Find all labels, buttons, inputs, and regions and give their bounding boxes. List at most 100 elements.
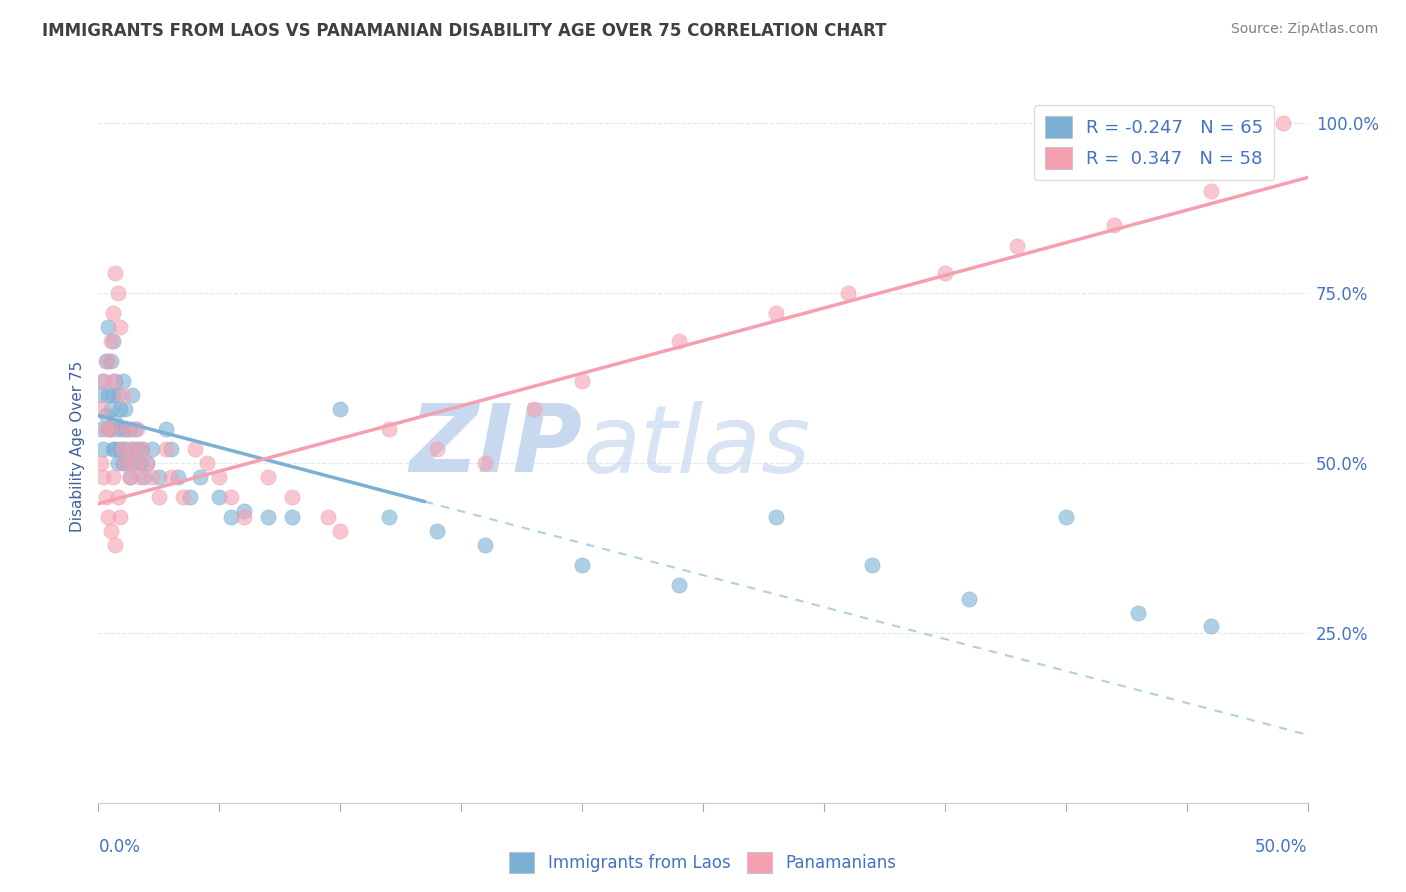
Point	[148, 469, 170, 483]
Point	[91, 442, 114, 457]
Point	[1054, 510, 1077, 524]
Point	[141, 469, 163, 483]
Point	[114, 456, 136, 470]
Point	[765, 510, 787, 524]
Point	[91, 375, 114, 389]
Legend: Immigrants from Laos, Panamanians: Immigrants from Laos, Panamanians	[503, 846, 903, 880]
Point	[208, 490, 231, 504]
Point	[108, 401, 131, 416]
Point	[128, 469, 150, 483]
Y-axis label: Disability Age Over 75: Disability Age Over 75	[69, 360, 84, 532]
Text: Source: ZipAtlas.com: Source: ZipAtlas.com	[1230, 22, 1378, 37]
Point	[100, 334, 122, 348]
Point	[97, 388, 120, 402]
Point	[101, 334, 124, 348]
Point	[104, 415, 127, 429]
Point	[94, 409, 117, 423]
Point	[101, 388, 124, 402]
Point	[121, 442, 143, 457]
Point	[107, 422, 129, 436]
Point	[134, 469, 156, 483]
Point	[107, 456, 129, 470]
Point	[377, 422, 399, 436]
Point	[127, 422, 149, 436]
Point	[101, 375, 124, 389]
Point	[474, 456, 496, 470]
Legend: R = -0.247   N = 65, R =  0.347   N = 58: R = -0.247 N = 65, R = 0.347 N = 58	[1033, 105, 1274, 180]
Point	[107, 286, 129, 301]
Point	[141, 442, 163, 457]
Point	[1199, 619, 1222, 633]
Text: 0.0%: 0.0%	[98, 838, 141, 856]
Point	[957, 591, 980, 606]
Point	[208, 469, 231, 483]
Point	[124, 456, 146, 470]
Text: IMMIGRANTS FROM LAOS VS PANAMANIAN DISABILITY AGE OVER 75 CORRELATION CHART: IMMIGRANTS FROM LAOS VS PANAMANIAN DISAB…	[42, 22, 887, 40]
Point	[107, 490, 129, 504]
Point	[523, 401, 546, 416]
Point	[111, 456, 134, 470]
Point	[101, 442, 124, 457]
Point	[111, 388, 134, 402]
Point	[316, 510, 339, 524]
Point	[100, 401, 122, 416]
Point	[90, 388, 112, 402]
Point	[100, 354, 122, 368]
Point	[118, 422, 141, 436]
Point	[668, 334, 690, 348]
Point	[135, 456, 157, 470]
Point	[90, 456, 112, 470]
Point	[124, 456, 146, 470]
Point	[232, 510, 254, 524]
Point	[94, 490, 117, 504]
Point	[104, 266, 127, 280]
Point	[131, 442, 153, 457]
Point	[114, 442, 136, 457]
Point	[108, 510, 131, 524]
Point	[104, 442, 127, 457]
Point	[100, 524, 122, 538]
Point	[114, 401, 136, 416]
Point	[860, 558, 883, 572]
Point	[474, 537, 496, 551]
Point	[135, 456, 157, 470]
Point	[221, 490, 243, 504]
Point	[108, 442, 131, 457]
Point	[111, 422, 134, 436]
Point	[329, 524, 352, 538]
Point	[281, 490, 304, 504]
Text: 50.0%: 50.0%	[1256, 838, 1308, 856]
Point	[118, 469, 141, 483]
Point	[101, 306, 124, 320]
Point	[571, 375, 593, 389]
Point	[1199, 184, 1222, 198]
Point	[172, 490, 194, 504]
Point	[117, 456, 139, 470]
Point	[184, 442, 207, 457]
Point	[1128, 606, 1150, 620]
Point	[117, 422, 139, 436]
Point	[571, 558, 593, 572]
Point	[167, 469, 190, 483]
Point	[1102, 218, 1125, 232]
Point	[281, 510, 304, 524]
Point	[97, 510, 120, 524]
Point	[256, 510, 278, 524]
Point	[128, 456, 150, 470]
Point	[1272, 116, 1295, 130]
Point	[426, 524, 449, 538]
Point	[121, 442, 143, 457]
Point	[104, 537, 127, 551]
Point	[426, 442, 449, 457]
Point	[179, 490, 201, 504]
Point	[329, 401, 352, 416]
Point	[221, 510, 243, 524]
Point	[160, 442, 183, 457]
Point	[97, 354, 120, 368]
Point	[111, 442, 134, 457]
Point	[90, 401, 112, 416]
Point	[121, 388, 143, 402]
Point	[232, 503, 254, 517]
Point	[124, 422, 146, 436]
Point	[188, 469, 211, 483]
